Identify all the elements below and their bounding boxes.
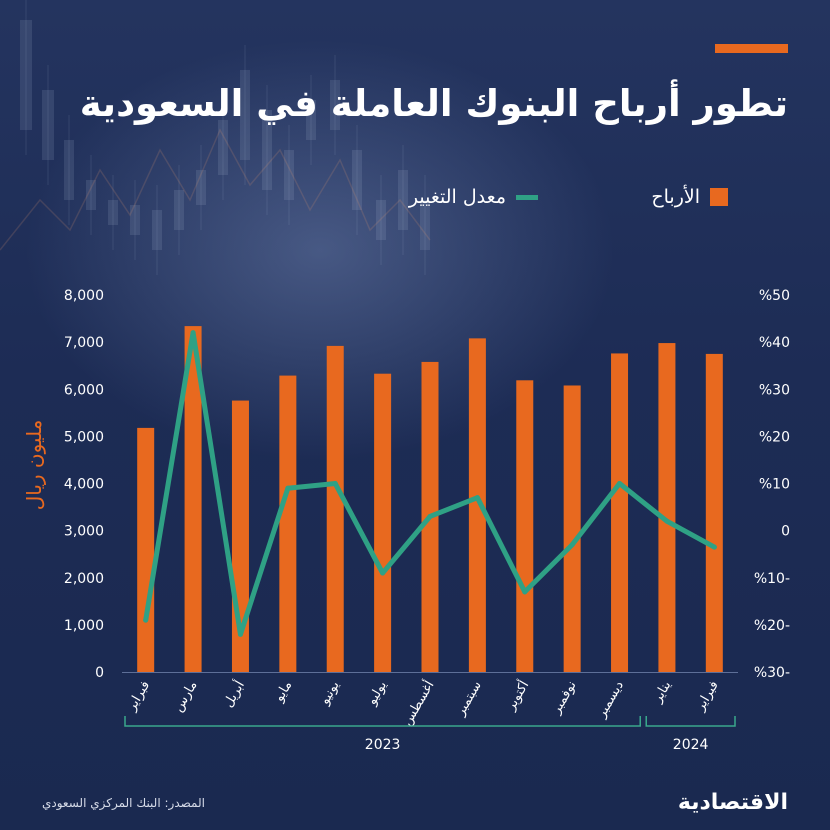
year-label: 2024: [673, 737, 709, 753]
bar: [468, 338, 486, 672]
bar: [611, 353, 629, 672]
bar: [563, 385, 581, 672]
y-tick-left: 7,000: [64, 335, 104, 351]
legend-item-profits: الأرباح: [651, 184, 728, 210]
x-tick-label: سبتمبر: [453, 679, 485, 720]
line-point: [664, 518, 670, 524]
brand-logo: الاقتصادية: [677, 790, 788, 815]
legend-label-profits: الأرباح: [651, 186, 700, 208]
y-tick-right: 0: [781, 524, 790, 540]
bar: [279, 375, 297, 672]
x-tick-label: أغسطس: [398, 678, 437, 729]
line-point: [522, 589, 528, 595]
x-tick-label: ديسمبر: [594, 678, 627, 721]
x-tick-label: يونيو: [317, 678, 343, 708]
x-tick-label: فبراير: [124, 679, 153, 715]
y-tick-left: 6,000: [64, 382, 104, 398]
y-tick-left: 4,000: [64, 477, 104, 493]
bar: [705, 353, 723, 672]
y-tick-right: %50: [759, 288, 790, 304]
line-point: [332, 481, 338, 486]
bar: [516, 380, 534, 672]
line-point: [285, 485, 291, 491]
line-point: [711, 544, 717, 550]
year-bracket: [645, 716, 736, 727]
line-point: [474, 495, 480, 501]
y-tick-right: %20-: [754, 618, 790, 634]
y-tick-right: %30: [759, 382, 790, 398]
line-point: [569, 542, 575, 548]
y-tick-right: %30-: [754, 665, 790, 681]
y-axis-label-left: مليون ريال: [22, 419, 46, 511]
legend-label-rate: معدل التغيير: [408, 186, 506, 208]
y-tick-left: 3,000: [64, 524, 104, 540]
year-label: 2023: [365, 737, 401, 753]
bar: [184, 326, 202, 672]
legend-line-swatch: [516, 194, 538, 200]
year-bracket: [124, 716, 641, 727]
bar: [658, 343, 676, 672]
y-tick-left: 2,000: [64, 571, 104, 587]
bar: [326, 345, 344, 672]
y-tick-left: 8,000: [64, 288, 104, 304]
line-point: [190, 330, 196, 336]
x-tick-label: أبريل: [219, 678, 248, 711]
y-tick-left: 1,000: [64, 618, 104, 634]
x-tick-label: يوليو: [364, 678, 390, 708]
y-tick-left: 0: [95, 665, 104, 681]
bar: [374, 373, 392, 672]
y-tick-right: %20: [759, 429, 790, 445]
x-tick-label: مايو: [271, 679, 295, 706]
bar: [137, 427, 155, 672]
x-tick-label: فبراير: [692, 679, 721, 715]
line-point: [427, 513, 433, 519]
line-point: [617, 481, 623, 486]
line-point: [143, 617, 149, 623]
y-tick-right: %10-: [754, 571, 790, 587]
source-note: المصدر: البنك المركزي السعودي: [42, 796, 205, 810]
y-tick-left: 5,000: [64, 429, 104, 445]
accent-bar: [715, 44, 788, 53]
page-title: تطور أرباح البنوك العاملة في السعودية: [79, 82, 788, 125]
y-tick-right: %40: [759, 335, 790, 351]
x-tick-label: نوفمبر: [549, 679, 580, 718]
x-tick-label: يناير: [650, 678, 675, 706]
line-point: [380, 570, 386, 576]
legend-item-rate: معدل التغيير: [409, 184, 538, 210]
y-tick-right: %10: [759, 477, 790, 493]
line-point: [237, 631, 243, 637]
x-tick-label: مارس: [171, 679, 201, 715]
legend-bar-swatch: [710, 188, 728, 206]
x-tick-label: أكتوبر: [501, 678, 532, 714]
